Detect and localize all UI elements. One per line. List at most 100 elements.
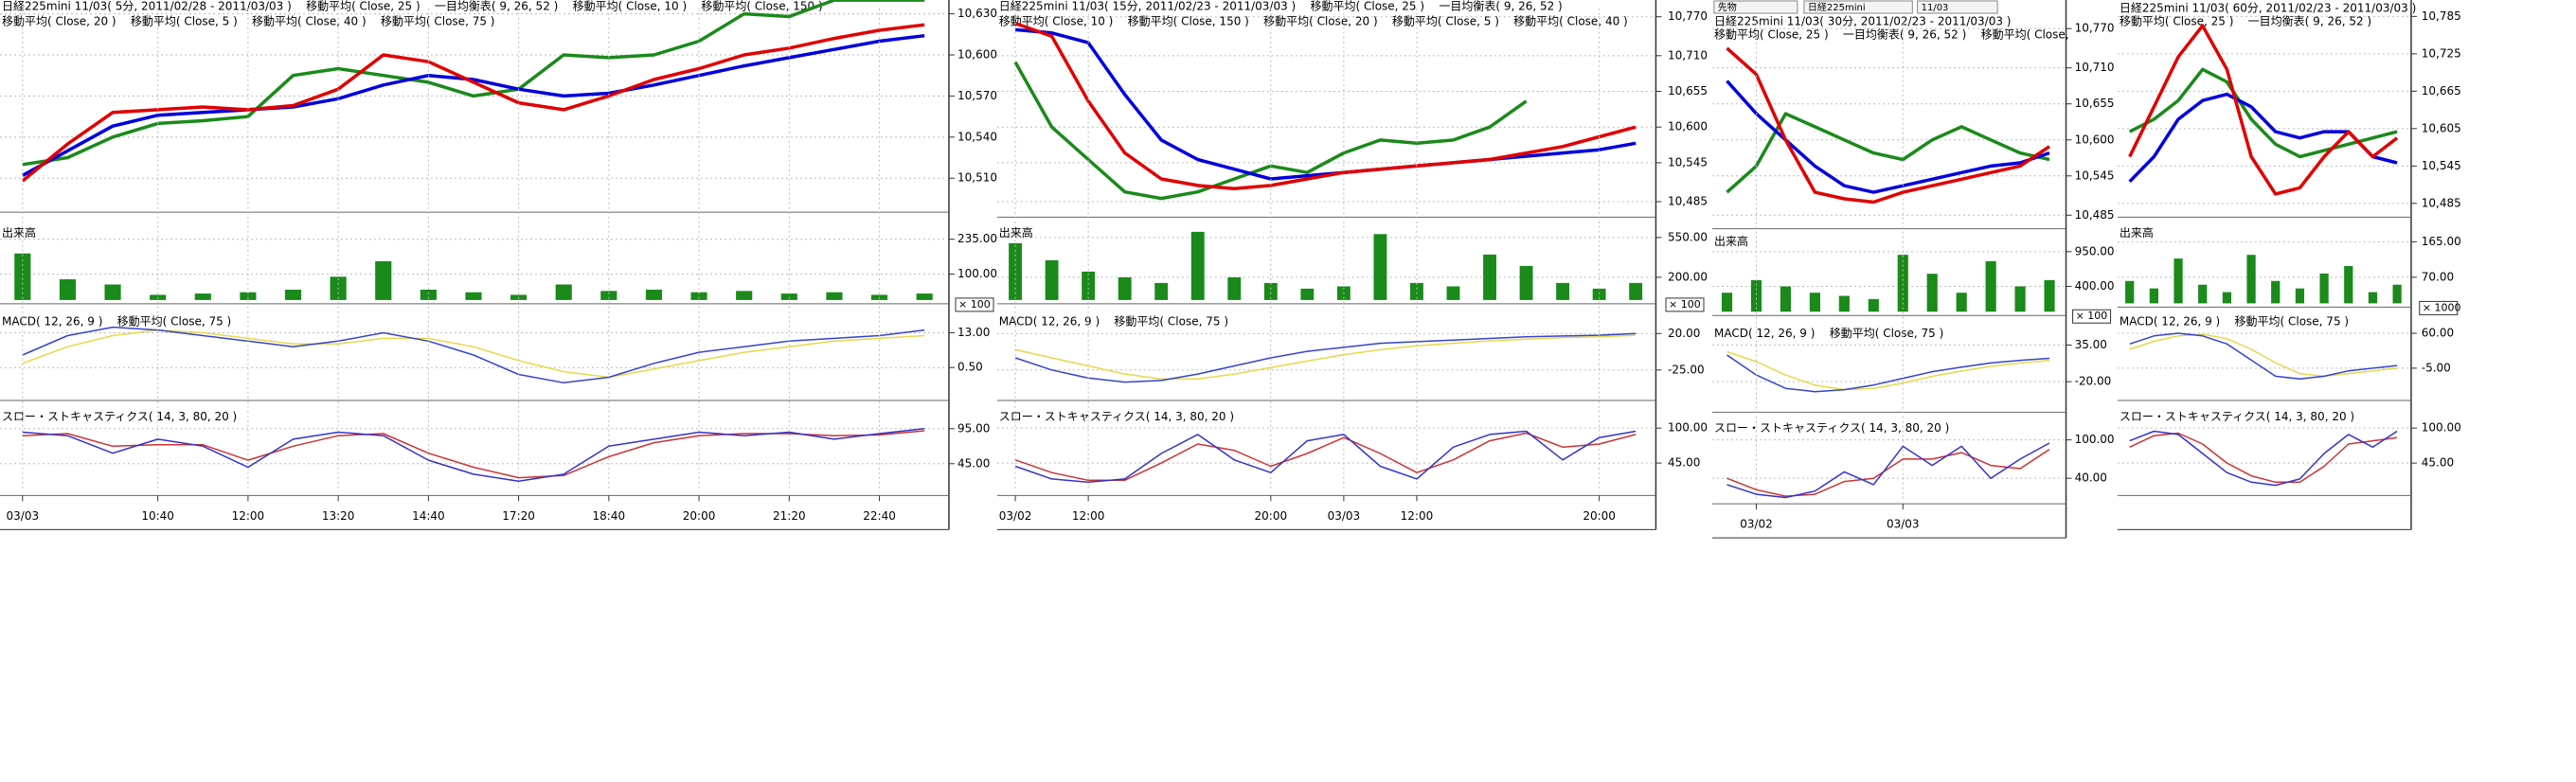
x-tick-label: 12:00 xyxy=(1072,509,1105,523)
x-tick-label: 12:00 xyxy=(232,509,265,523)
toolbar-select[interactable] xyxy=(1803,0,1913,14)
volume-bar xyxy=(1154,282,1169,300)
y-tick-label: 95.00 xyxy=(957,421,990,435)
unit-label: × 100 xyxy=(2076,310,2108,322)
unit-label: × 1000 xyxy=(2423,301,2461,313)
pane-title: MACD( 12, 26, 9 ) 移動平均( Close, 75 ) xyxy=(2120,314,2349,328)
volume-bar xyxy=(600,291,617,300)
series-line xyxy=(1726,46,2050,204)
unit-box xyxy=(1665,297,1705,312)
volume-bar xyxy=(1519,265,1533,300)
x-tick-label: 03/03 xyxy=(1328,509,1361,523)
volume-bar xyxy=(1410,282,1423,300)
volume-bar xyxy=(1750,279,1762,312)
y-tick-label: 10,725 xyxy=(2422,46,2461,60)
y-tick-label: 10,545 xyxy=(2422,159,2461,172)
y-tick-label: 165.00 xyxy=(2422,235,2461,248)
y-tick-label: 10,545 xyxy=(1668,155,1708,169)
volume-bar xyxy=(555,284,572,300)
pane-title: 出来高 xyxy=(2120,225,2154,240)
y-tick-label: 10,770 xyxy=(2075,22,2115,35)
pane-title: MACD( 12, 26, 9 ) 移動平均( Close, 75 ) xyxy=(999,314,1228,328)
pane-title: スロー・ストキャスティクス( 14, 3, 80, 20 ) xyxy=(2,410,237,423)
unit-box xyxy=(2419,300,2459,315)
series-line xyxy=(2129,333,2398,378)
series-line xyxy=(22,326,925,384)
volume-bar xyxy=(104,284,121,300)
x-tick-label: 12:00 xyxy=(1401,509,1434,523)
series-line xyxy=(1726,80,2050,194)
series-line xyxy=(1014,21,1637,191)
volume-bar xyxy=(2344,266,2353,304)
series-line xyxy=(1014,332,1637,383)
y-tick-label: 10,570 xyxy=(957,89,997,102)
series-line xyxy=(1726,442,2050,499)
volume-bar xyxy=(240,292,257,300)
series-line xyxy=(22,329,925,379)
toolbar-select[interactable] xyxy=(1917,0,1998,14)
y-tick-label: 950.00 xyxy=(2075,244,2115,258)
pane-title: スロー・ストキャスティクス( 14, 3, 80, 20 ) xyxy=(2120,410,2354,423)
volume-bar xyxy=(1780,286,1792,312)
volume-bar xyxy=(1483,254,1496,300)
volume-bar xyxy=(2222,292,2232,304)
x-tick-label: 20:00 xyxy=(1255,509,1288,523)
y-tick-label: 60.00 xyxy=(2422,326,2454,339)
y-tick-label: 35.00 xyxy=(2075,338,2107,351)
y-tick-label: 10,605 xyxy=(2422,121,2461,134)
y-tick-label: 10,545 xyxy=(2075,169,2115,182)
toolbar-label[interactable]: 11/03 xyxy=(1922,3,1949,13)
x-tick-label: 10:40 xyxy=(141,509,174,523)
y-tick-label: 10,710 xyxy=(1668,48,1708,62)
y-tick-label: 100.00 xyxy=(1668,421,1708,435)
y-tick-label: 10,485 xyxy=(2075,208,2115,222)
pane-title: スロー・ストキャスティクス( 14, 3, 80, 20 ) xyxy=(999,410,1234,423)
toolbar-label[interactable]: 日経225mini xyxy=(1808,1,1866,13)
x-tick-label: 20:00 xyxy=(1583,509,1616,523)
volume-bar xyxy=(1118,276,1132,300)
volume-bar xyxy=(1556,282,1570,300)
unit-label: × 100 xyxy=(1669,298,1701,311)
series-line xyxy=(2129,430,2398,487)
x-tick-label: 13:20 xyxy=(322,509,355,523)
volume-bar xyxy=(194,293,211,300)
y-tick-label: -5.00 xyxy=(2422,361,2451,374)
x-tick-label: 03/03 xyxy=(7,509,40,523)
y-tick-label: 45.00 xyxy=(957,456,990,470)
pane-title: 出来高 xyxy=(2,225,36,240)
y-tick-label: 10,485 xyxy=(1668,195,1708,208)
chart-subtitle: 移動平均( Close, 25 ) 一目均衡表( 9, 26, 52 ) xyxy=(2120,14,2371,27)
volume-bar xyxy=(2149,288,2158,304)
toolbar-select[interactable] xyxy=(1713,0,1798,14)
volume-bar xyxy=(1446,286,1460,300)
volume-bar xyxy=(2392,284,2402,304)
volume-bar xyxy=(284,289,302,300)
y-tick-label: 10,510 xyxy=(957,171,997,185)
y-tick-label: 10,785 xyxy=(2422,9,2461,23)
volume-bar xyxy=(1838,295,1850,312)
series-line xyxy=(22,0,925,167)
volume-bar xyxy=(1868,298,1879,312)
chart-subtitle: 移動平均( Close, 10 ) 移動平均( Close, 150 ) 移動平… xyxy=(999,14,1628,27)
y-tick-label: 235.00 xyxy=(957,232,997,245)
volume-bar xyxy=(1592,288,1606,300)
series-line xyxy=(1726,112,2050,194)
volume-bar xyxy=(1082,271,1096,300)
volume-bar xyxy=(1300,288,1315,300)
series-line xyxy=(1726,354,2050,393)
x-tick-label: 18:40 xyxy=(593,509,626,523)
volume-bar xyxy=(1227,276,1242,300)
toolbar-label[interactable]: 先物 xyxy=(1718,1,1737,13)
y-tick-label: -25.00 xyxy=(1668,363,1705,376)
volume-bar xyxy=(2271,280,2281,304)
y-tick-label: 45.00 xyxy=(2422,456,2454,470)
volume-bar xyxy=(1045,259,1059,300)
y-tick-label: 10,600 xyxy=(2075,133,2115,146)
volume-bar xyxy=(1009,242,1022,300)
volume-bar xyxy=(420,289,437,300)
volume-bar xyxy=(1985,260,1996,312)
series-line xyxy=(1726,350,2050,391)
pane-title: 出来高 xyxy=(999,225,1033,240)
volume-bar xyxy=(2295,288,2305,304)
